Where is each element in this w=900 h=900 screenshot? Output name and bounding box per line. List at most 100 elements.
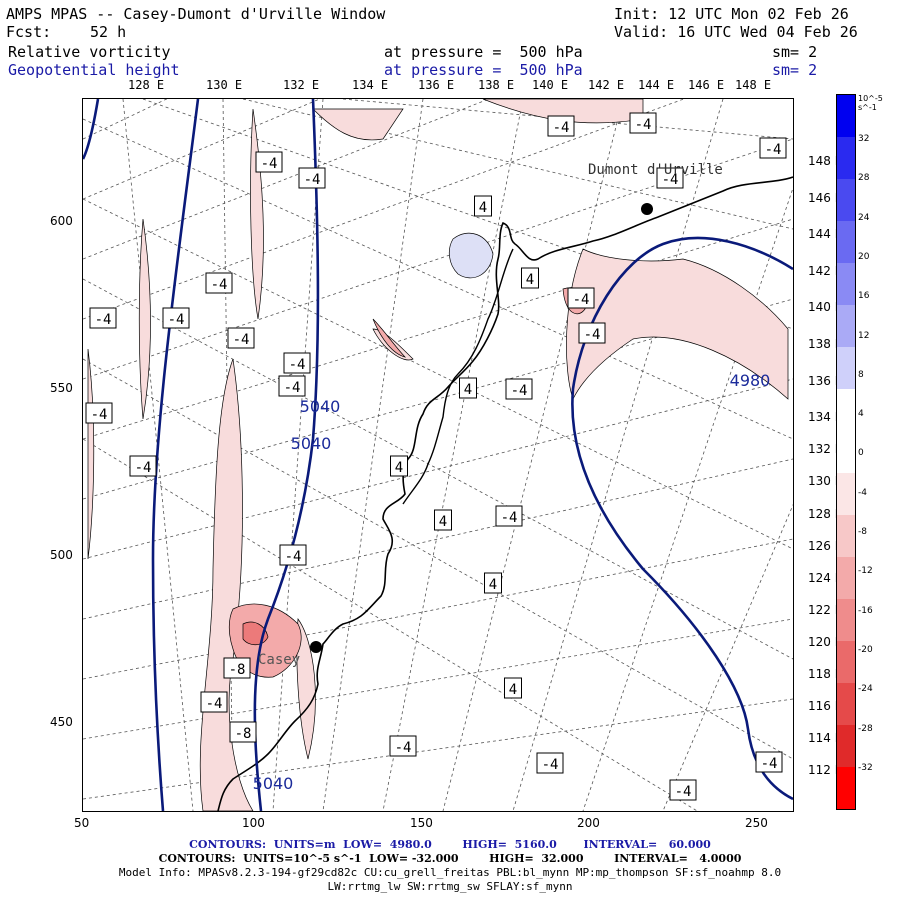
svg-text:-4: -4 [553, 120, 570, 136]
colorbar-tick-label: 28 [858, 173, 870, 184]
svg-text:-4: -4 [91, 407, 108, 423]
forecast-hour: 52 h [90, 23, 127, 41]
svg-text:4: 4 [489, 577, 497, 593]
height-contours [81, 98, 794, 812]
vorticity-contour-label: -4 [389, 735, 417, 757]
lon-label: 144 E [638, 78, 675, 92]
colorbar-segment [837, 683, 855, 725]
vorticity-contour-label: -4 [547, 115, 575, 137]
svg-text:4: 4 [395, 460, 403, 476]
colorbar-tick-label: 20 [858, 251, 870, 262]
vorticity-contour-label: -4 [278, 375, 306, 397]
svg-text:-4: -4 [211, 277, 228, 293]
vorticity-contour-label: 4 [521, 267, 539, 289]
right-lon-label: 112 E [808, 763, 843, 778]
colorbar-segment [837, 221, 855, 263]
colorbar-tick-label: 24 [858, 212, 870, 223]
lon-label: 134 E [352, 78, 389, 92]
footer-vorticity-contours: CONTOURS: UNITS=10^-5 s^-1 LOW= -32.000 … [158, 852, 742, 865]
vorticity-contour-label: -8 [223, 657, 251, 679]
colorbar-segment [837, 263, 855, 305]
colorbar-tick-label: -12 [858, 566, 873, 577]
svg-text:4: 4 [509, 682, 517, 698]
colorbar-segment [837, 347, 855, 389]
right-lon-label: 144 E [808, 227, 843, 242]
svg-text:-4: -4 [168, 312, 185, 328]
map-panel: -4 -4 -4 4 -4 -4 -4 -4 -4 -4 -4 -4 -4 -4 4 4 -4 -4 4 4 4 -4 4 -… [81, 0, 900, 870]
vorticity-contour-label: 4 [390, 455, 408, 477]
colorbar-segment [837, 305, 855, 347]
height-contour-label: 4980 [730, 371, 771, 390]
colorbar-tick-label: -20 [858, 644, 873, 655]
svg-text:-4: -4 [284, 380, 301, 396]
vorticity-contour-label: -4 [162, 307, 190, 329]
colorbar-segment [837, 599, 855, 641]
vorticity-contour-label: -4 [656, 167, 684, 189]
vorticity-contour-label: -4 [200, 691, 228, 713]
vorticity-contour-label: -4 [495, 505, 523, 527]
colorbar-tick-label: 16 [858, 291, 870, 302]
vorticity-contour-label: 4 [504, 677, 522, 699]
svg-text:-4: -4 [395, 740, 412, 756]
svg-text:-4: -4 [761, 756, 778, 772]
dumont-durville-label: Dumont d'Urville [588, 162, 723, 178]
svg-text:-8: -8 [235, 726, 252, 742]
casey-station-marker [310, 641, 322, 653]
coastline [217, 176, 794, 812]
colorbar-segment [837, 515, 855, 557]
vorticity-contour-label: -4 [129, 455, 157, 477]
ice-edge [402, 248, 514, 505]
lon-label: 130 E [206, 78, 243, 92]
colorbar-tick-label: 8 [858, 369, 864, 380]
right-lon-label: 134 E [808, 410, 843, 425]
svg-text:-4: -4 [261, 156, 278, 172]
svg-text:4: 4 [526, 272, 534, 288]
y-tick-label: 600 [50, 214, 73, 228]
colorbar-tick-label: 12 [858, 330, 870, 341]
vorticity-contour-label: -4 [279, 544, 307, 566]
right-lon-label: 124 E [808, 570, 843, 585]
colorbar-segment [837, 725, 855, 767]
right-lon-label: 114 E [808, 731, 843, 746]
colorbar-segment [837, 473, 855, 515]
vorticity-contour-label: 4 [474, 195, 492, 217]
vorticity-contour-label: -4 [578, 322, 606, 344]
colorbar [836, 94, 856, 810]
lon-label: 142 E [588, 78, 625, 92]
vorticity-contour-label: -4 [205, 272, 233, 294]
field1-name: Relative vorticity [8, 43, 171, 61]
field1-level: at pressure = 500 hPa [384, 43, 583, 61]
x-tick-label: 150 [410, 816, 433, 830]
x-tick-label: 250 [745, 816, 768, 830]
svg-text:-4: -4 [95, 312, 112, 328]
colorbar-tick-label: 0 [858, 448, 864, 459]
footer-physics-info: LW:rrtmg_lw SW:rrtmg_sw SFLAY:sf_mynn [327, 880, 573, 893]
svg-text:-4: -4 [285, 549, 302, 565]
svg-text:-4: -4 [542, 757, 559, 773]
vorticity-contour-label: -4 [227, 327, 255, 349]
right-lon-label: 140 E [808, 300, 843, 315]
field1-smoothing: sm= 2 [772, 43, 818, 61]
svg-text:-4: -4 [135, 460, 152, 476]
right-lon-label: 138 E [808, 337, 843, 351]
colorbar-segment [837, 767, 855, 809]
map-svg: -4 -4 -4 4 -4 -4 -4 -4 -4 -4 -4 -4 -4 -4 4 4 -4 -4 4 4 4 -4 4 -… [81, 0, 900, 870]
field2-name: Geopotential height [8, 61, 180, 79]
y-tick-label: 450 [50, 715, 73, 729]
right-lon-label: 136 E [808, 373, 843, 388]
svg-text:-4: -4 [511, 383, 528, 399]
vorticity-contour-label: -4 [567, 287, 595, 309]
valid-time: Valid: 16 UTC Wed 04 Feb 26 [614, 23, 858, 41]
right-lon-label: 120 E [808, 634, 843, 649]
colorbar-tick-label: -32 [858, 762, 873, 773]
height-contour-label: 5040 [300, 397, 341, 416]
colorbar-tick-label: 4 [858, 409, 864, 420]
lon-label: 132 E [283, 78, 320, 92]
vorticity-shading [87, 98, 789, 812]
footer-model-info: Model Info: MPASv8.2.3-194-gf29cd82c CU:… [118, 866, 782, 879]
vorticity-contour-label: -4 [298, 167, 326, 189]
vorticity-contour-label: 4 [459, 377, 477, 399]
right-lon-label: 128 E [808, 506, 843, 521]
svg-text:-4: -4 [765, 142, 782, 158]
vorticity-contour-label: -4 [255, 151, 283, 173]
